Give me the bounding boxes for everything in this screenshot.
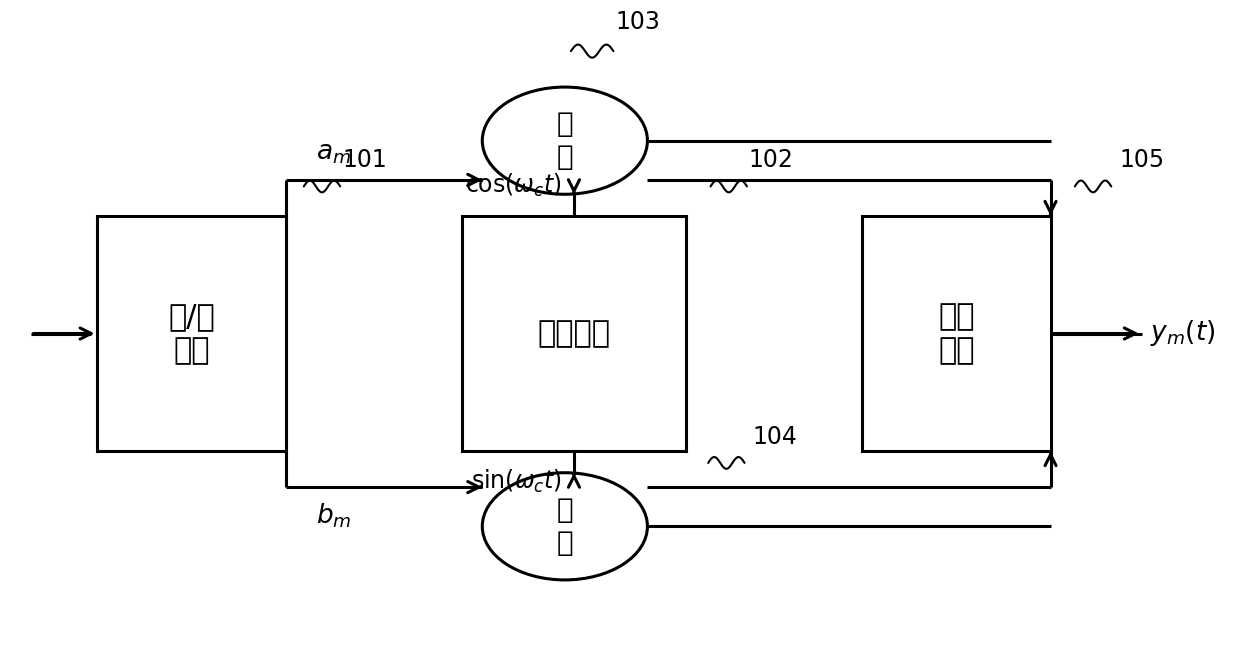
Ellipse shape xyxy=(482,473,648,580)
Text: $y_m(t)$: $y_m(t)$ xyxy=(1150,319,1215,348)
Ellipse shape xyxy=(482,87,648,194)
Text: 104: 104 xyxy=(752,425,798,449)
Text: $b_m$: $b_m$ xyxy=(316,502,352,530)
Text: $\sin(\omega_c t)$: $\sin(\omega_c t)$ xyxy=(471,468,561,495)
Text: 102: 102 xyxy=(748,148,794,172)
Bar xyxy=(462,216,686,451)
Text: 载波产生: 载波产生 xyxy=(538,319,611,348)
Text: 串/并
转换: 串/并 转换 xyxy=(169,302,214,365)
Text: 相加
电路: 相加 电路 xyxy=(938,302,975,365)
Text: 103: 103 xyxy=(616,10,660,34)
Bar xyxy=(98,216,285,451)
Text: $a_m$: $a_m$ xyxy=(316,139,351,165)
Text: 相
乘: 相 乘 xyxy=(556,496,574,556)
Text: 101: 101 xyxy=(342,148,387,172)
Bar xyxy=(862,216,1051,451)
Text: $\cos(\omega_c t)$: $\cos(\omega_c t)$ xyxy=(465,172,561,199)
Text: 相
乘: 相 乘 xyxy=(556,111,574,171)
Text: 105: 105 xyxy=(1119,148,1165,172)
